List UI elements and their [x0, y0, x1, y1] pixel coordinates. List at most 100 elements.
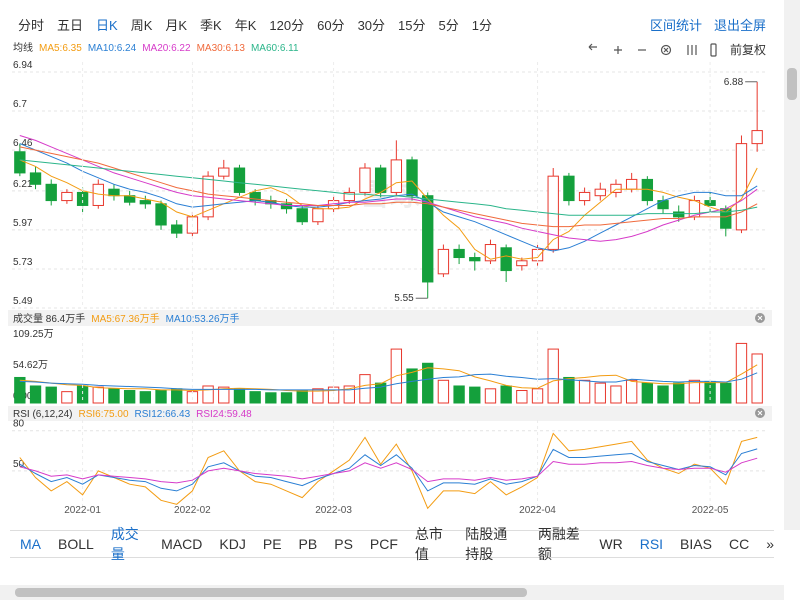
period-tab[interactable]: 周K [130, 18, 153, 33]
line [19, 143, 758, 252]
indicator-tab[interactable]: » [766, 536, 774, 552]
candle-body [171, 224, 183, 234]
volume-bar [547, 348, 559, 404]
period-tab[interactable]: 分时 [18, 18, 45, 33]
volume-bar [641, 382, 654, 404]
legend-item: MA20:6.22 [142, 43, 191, 54]
indicator-tabs: MA BOLL 成交量 MACD KDJ PE PB PS PCF 总市值 陆股通持股 两融差额 WR R… [10, 526, 774, 562]
indicator-tab[interactable]: 陆股通持股 [465, 526, 508, 562]
action-link[interactable]: 退出全屏 [714, 18, 767, 33]
period-tab[interactable]: 120分 [269, 18, 305, 33]
candle-body [516, 260, 528, 267]
volume-bar [437, 379, 450, 404]
volume-bar [657, 385, 669, 404]
indicator-tab[interactable]: BOLL [58, 536, 94, 552]
volume-bar [45, 386, 57, 404]
volume-bar [422, 362, 434, 404]
indicator-tab[interactable]: CC [728, 536, 750, 552]
indicator-tab[interactable]: WR [599, 536, 623, 552]
line [19, 146, 758, 228]
v-scroll-thumb[interactable] [787, 68, 797, 100]
candle-body [359, 167, 371, 193]
period-tab[interactable]: 5分 [438, 18, 459, 33]
panel-header [8, 406, 772, 421]
volume-bar [29, 385, 42, 404]
line [19, 432, 758, 510]
period-tab[interactable]: 15分 [398, 18, 426, 33]
candle-body [484, 244, 497, 262]
volume-bar [625, 379, 638, 404]
v-scroll-track [784, 0, 800, 530]
period-tab[interactable]: 五日 [57, 18, 84, 33]
h-scroll-track [0, 585, 784, 600]
volume-bar [171, 388, 183, 404]
legend-item: RSI6:75.00 [78, 409, 128, 420]
indicator-tab[interactable]: 总市值 [414, 526, 443, 562]
candle-body [343, 191, 355, 202]
adjust-label[interactable]: 前复权 [730, 42, 766, 57]
close-icon[interactable] [755, 313, 765, 323]
candle-body [751, 130, 763, 145]
toolbar-icons[interactable] [588, 43, 717, 57]
volume-bar [720, 382, 732, 404]
candle-body [218, 167, 230, 177]
candle-body [657, 200, 669, 210]
volume-bar [735, 342, 748, 404]
period-tab[interactable]: 1分 [471, 18, 492, 33]
indicator-tab[interactable]: PB [298, 536, 318, 552]
legend-item: MA10:6.24 [88, 43, 137, 54]
h-scroll-thumb[interactable] [15, 588, 527, 597]
indicator-tab[interactable]: 成交量 [110, 526, 139, 562]
close-icon[interactable] [755, 408, 765, 418]
y-tick-label: 54.62万 [13, 360, 48, 371]
candle-body [139, 200, 152, 205]
candle-body [578, 191, 591, 202]
y-tick-label: 80 [13, 419, 25, 430]
period-tab[interactable]: 季K [200, 18, 222, 33]
candle-body [233, 167, 246, 193]
indicator-tab[interactable]: RSI [639, 536, 664, 552]
candle-body [594, 188, 606, 197]
candle-body [108, 188, 120, 197]
period-tab[interactable]: 30分 [357, 18, 386, 33]
volume-bar [751, 353, 763, 404]
y-tick-label: 5.73 [13, 257, 33, 268]
candle-body [406, 159, 418, 197]
period-tab[interactable]: 60分 [317, 18, 345, 33]
x-tick-label: 2022-04 [519, 505, 556, 516]
min-label: 5.55 [394, 293, 414, 304]
period-tab[interactable]: 日K [96, 18, 118, 33]
indicator-tab[interactable]: BIAS [680, 536, 712, 552]
indicator-tab[interactable]: 两融差额 [537, 526, 580, 562]
indicator-tab[interactable]: PE [262, 536, 282, 552]
volume-bar [123, 390, 136, 404]
indicator-tab[interactable]: PS [334, 536, 353, 552]
indicator-tab[interactable]: KDJ [219, 536, 246, 552]
period-tab[interactable]: 月K [165, 18, 188, 33]
line [19, 372, 758, 391]
indicator-tab[interactable]: PCF [369, 536, 398, 552]
legend-item: MA5:67.36万手 [91, 312, 159, 325]
indicator-tab[interactable]: MA [20, 536, 41, 552]
volume-bar [594, 382, 606, 404]
candle-body [673, 211, 685, 218]
volume-bar [108, 388, 120, 404]
volume-bar [312, 388, 324, 404]
candle-body [500, 247, 512, 272]
volume-bar [265, 392, 277, 404]
volume-bar [578, 379, 591, 404]
candle-body [437, 248, 450, 275]
line [19, 448, 758, 492]
indicator-tab[interactable]: MACD [161, 536, 203, 552]
volume-bar [92, 386, 104, 404]
y-tick-label: 6.94 [13, 60, 33, 71]
volume-bar [343, 385, 355, 404]
action-link[interactable]: 区间统计 [650, 18, 703, 33]
period-tab[interactable]: 年K [234, 18, 257, 33]
volume-bar [531, 388, 544, 404]
volume-bar [688, 379, 701, 404]
y-tick-label: 6.21 [13, 179, 33, 190]
panel-header [8, 310, 772, 326]
y-tick-label: 6.7 [13, 99, 27, 110]
